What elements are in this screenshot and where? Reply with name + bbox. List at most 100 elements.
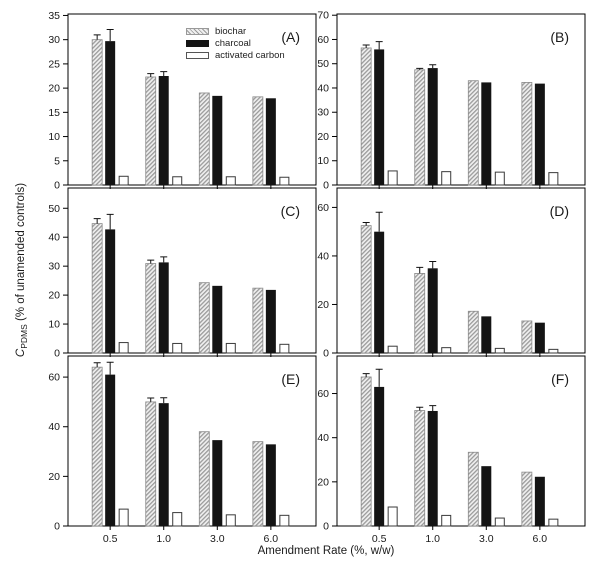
y-tick-label: 0	[323, 521, 329, 533]
bar-activated-carbon	[118, 175, 129, 186]
error-bar	[93, 362, 101, 368]
bar-activated-carbon	[548, 348, 559, 354]
bar-activated-carbon	[172, 176, 183, 186]
y-tick-label: 20	[317, 131, 329, 143]
panel-letter: (C)	[281, 203, 300, 219]
x-tick-label: 6.0	[264, 533, 279, 545]
y-tick-label: 15	[48, 107, 60, 119]
bar-charcoal	[534, 322, 545, 353]
error-bar	[416, 67, 424, 70]
y-tick-label: 10	[48, 131, 60, 143]
bar-charcoal	[212, 95, 223, 185]
error-bar	[429, 405, 437, 411]
bar-activated-carbon	[494, 517, 505, 527]
charcoal-swatch-icon	[186, 40, 209, 47]
x-tick-label: 0.5	[103, 533, 118, 545]
bar-activated-carbon	[279, 343, 290, 354]
legend-item-biochar: biochar	[186, 27, 285, 36]
error-bar	[375, 211, 383, 232]
y-tick-label: 50	[317, 58, 329, 70]
bar-biochar	[521, 82, 533, 186]
bar-activated-carbon	[441, 171, 452, 186]
bar-biochar	[521, 471, 533, 527]
panel-frame	[67, 187, 317, 354]
panel-frame	[336, 13, 586, 186]
bar-biochar	[467, 80, 479, 186]
x-tick-label: 1.0	[425, 533, 440, 545]
y-tick-label: 0	[54, 521, 60, 533]
y-tick-label: 10	[317, 155, 329, 167]
error-bar	[160, 397, 168, 404]
bar-biochar	[145, 401, 157, 527]
x-tick-label: 3.0	[479, 533, 494, 545]
x-tick-label: 6.0	[533, 533, 548, 545]
bar-charcoal	[105, 374, 116, 526]
bar-activated-carbon	[387, 506, 398, 527]
bar-charcoal	[105, 41, 116, 186]
bar-charcoal	[534, 476, 545, 526]
bar-charcoal	[481, 82, 492, 185]
bar-activated-carbon	[494, 347, 505, 354]
panel-E: 0 20 40 60 0.5 1.0 3.0 6.0 (E)	[48, 355, 317, 545]
error-bar	[375, 41, 383, 50]
panel-C: 0 10 20 30 40 50 (C)	[48, 187, 317, 360]
legend-label-charcoal: charcoal	[215, 38, 251, 49]
bar-activated-carbon	[225, 342, 236, 354]
y-tick-label: 40	[48, 421, 60, 433]
bar-biochar	[252, 96, 264, 186]
bar-biochar	[414, 410, 426, 527]
bar-biochar	[521, 320, 533, 354]
bar-activated-carbon	[225, 176, 236, 186]
bar-biochar	[91, 223, 103, 354]
legend-label-activated-carbon: activated carbon	[215, 50, 285, 61]
panel-letter: (A)	[281, 29, 300, 45]
y-tick-label: 50	[48, 203, 60, 215]
y-tick-label: 25	[48, 58, 60, 70]
bar-biochar	[198, 431, 210, 527]
y-tick-label: 60	[317, 202, 329, 214]
panel-letter: (E)	[281, 371, 300, 387]
x-tick-label: 0.5	[372, 533, 387, 545]
bar-charcoal	[105, 229, 116, 353]
bar-biochar	[414, 273, 426, 354]
y-tick-label: 0	[323, 348, 329, 360]
legend-item-activated-carbon: activated carbon	[186, 51, 285, 60]
y-axis-label-subscript: PDMS	[19, 324, 30, 349]
error-bar	[160, 71, 168, 77]
bar-activated-carbon	[225, 514, 236, 527]
bar-activated-carbon	[548, 172, 559, 186]
error-bar	[416, 406, 424, 411]
panel-A: 0 5 10 15 20 25 30 35 (A)	[48, 10, 317, 192]
error-bar	[93, 218, 101, 224]
y-tick-label: 30	[48, 34, 60, 46]
bar-charcoal	[481, 466, 492, 526]
y-tick-label: 60	[48, 372, 60, 384]
error-bar	[147, 397, 155, 402]
bar-activated-carbon	[172, 512, 183, 527]
y-tick-label: 0	[323, 180, 329, 192]
bar-charcoal	[481, 316, 492, 353]
bar-activated-carbon	[279, 514, 290, 527]
panel-F: 0 20 40 60 0.5 1.0 3.0 6.0 (F)	[317, 355, 586, 545]
bar-biochar	[414, 69, 426, 186]
legend: biochar charcoal activated carbon	[186, 27, 285, 60]
panel-letter: (F)	[551, 371, 569, 387]
y-tick-label: 0	[54, 348, 60, 360]
error-bar	[429, 261, 437, 269]
bar-activated-carbon	[548, 518, 559, 527]
activated-carbon-swatch-icon	[186, 52, 209, 59]
bar-charcoal	[534, 83, 545, 185]
error-bar	[106, 361, 114, 375]
bar-activated-carbon	[118, 342, 129, 354]
y-tick-label: 40	[48, 232, 60, 244]
panel-frame	[336, 355, 586, 527]
bar-activated-carbon	[441, 347, 452, 354]
bar-charcoal	[212, 440, 223, 526]
y-tick-label: 60	[317, 388, 329, 400]
error-bar	[362, 44, 370, 48]
y-tick-label: 40	[317, 250, 329, 262]
bar-charcoal	[265, 289, 276, 353]
bar-activated-carbon	[118, 508, 129, 527]
